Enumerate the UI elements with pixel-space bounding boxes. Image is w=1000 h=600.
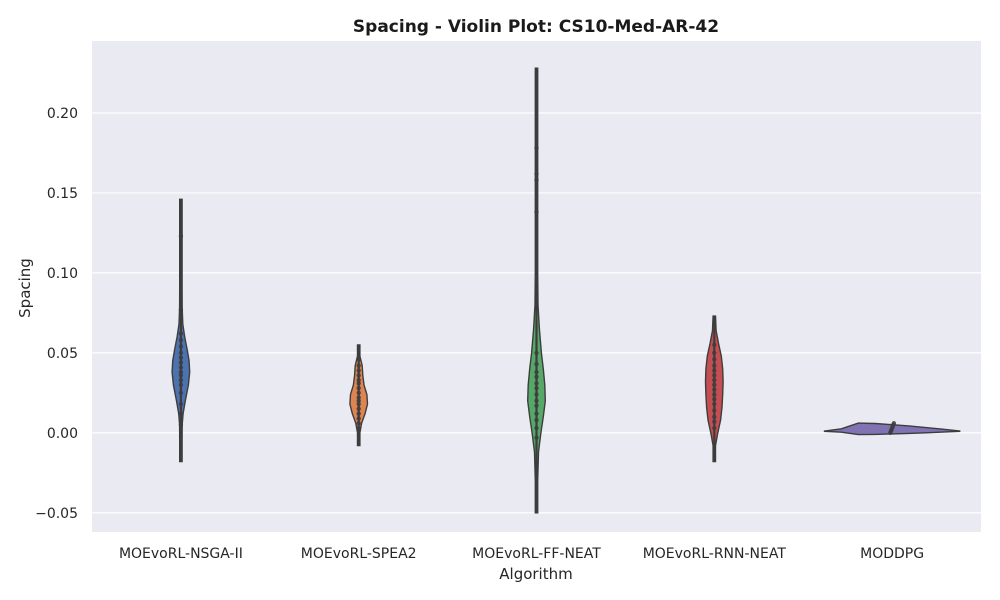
- data-point: [178, 401, 184, 407]
- data-point: [712, 377, 717, 383]
- data-point: [356, 421, 361, 426]
- data-point: [178, 355, 184, 360]
- y-tick-labels: −0.05 0.00 0.05 0.10 0.15 0.20: [35, 106, 78, 522]
- data-point: [178, 344, 184, 349]
- violin-moevorl-spea2: [349, 344, 369, 447]
- violin-moevorl-ff-neat: [526, 67, 547, 514]
- data-point: [534, 171, 539, 176]
- y-axis-label: Spacing: [16, 258, 34, 318]
- y-tick-label: −0.05: [35, 506, 78, 522]
- x-tick-label: MOEvoRL-SPEA2: [301, 546, 417, 562]
- data-point: [712, 342, 717, 348]
- data-point: [356, 411, 361, 416]
- data-point: [534, 398, 539, 404]
- data-point: [534, 350, 539, 356]
- data-point: [178, 382, 184, 388]
- x-tick-label: MOEvoRL-RNN-NEAT: [643, 546, 787, 562]
- data-point: [534, 385, 539, 391]
- data-point: [178, 233, 184, 239]
- data-point: [712, 392, 717, 397]
- violin-moevorl-rnn-neat: [704, 315, 724, 463]
- data-point: [178, 365, 184, 370]
- data-point: [712, 387, 717, 392]
- data-point: [356, 416, 361, 421]
- data-point: [712, 419, 717, 424]
- x-tick-label: MOEvoRL-FF-NEAT: [472, 546, 601, 562]
- data-point: [534, 381, 539, 386]
- data-point: [534, 177, 539, 183]
- violins: [171, 67, 961, 514]
- data-point: [356, 381, 361, 386]
- y-tick-label: 0.10: [47, 266, 78, 282]
- data-point: [891, 421, 897, 426]
- data-point: [712, 350, 717, 356]
- data-point: [178, 373, 184, 378]
- y-tick-label: 0.15: [47, 186, 78, 202]
- data-point: [712, 408, 717, 413]
- data-point: [356, 363, 361, 368]
- data-point: [712, 373, 717, 378]
- data-point: [712, 397, 717, 402]
- data-point: [534, 361, 539, 367]
- data-point: [534, 403, 539, 408]
- data-point: [356, 390, 361, 396]
- data-point: [534, 435, 539, 440]
- data-point: [712, 401, 717, 407]
- data-point: [712, 382, 717, 388]
- violin-moddpg: [823, 421, 961, 436]
- data-point: [178, 307, 184, 312]
- data-point: [712, 357, 717, 362]
- data-point: [534, 392, 539, 397]
- data-point: [534, 425, 539, 431]
- chart-title: Spacing - Violin Plot: CS10-Med-AR-42: [353, 17, 719, 37]
- data-point: [356, 368, 361, 373]
- data-point: [712, 414, 717, 420]
- data-point: [356, 385, 361, 391]
- data-point: [356, 373, 361, 378]
- x-tick-labels: MOEvoRL-NSGA-II MOEvoRL-SPEA2 MOEvoRL-FF-N…: [119, 546, 924, 562]
- data-point: [178, 422, 184, 428]
- y-tick-label: 0.05: [47, 346, 78, 362]
- data-point: [712, 425, 717, 431]
- x-axis-label: Algorithm: [499, 565, 572, 583]
- data-point: [356, 357, 361, 362]
- y-tick-label: 0.00: [47, 426, 78, 442]
- data-point: [356, 395, 361, 400]
- data-point: [178, 337, 184, 343]
- data-point: [178, 411, 184, 416]
- data-point: [356, 377, 361, 383]
- y-tick-label: 0.20: [47, 106, 78, 122]
- data-point: [178, 390, 184, 396]
- data-point: [178, 331, 184, 336]
- data-point: [178, 377, 184, 383]
- data-point: [534, 145, 539, 151]
- data-point: [712, 363, 717, 368]
- data-point: [534, 417, 539, 423]
- data-point: [356, 401, 361, 407]
- data-point: [534, 374, 539, 380]
- data-point: [356, 398, 361, 404]
- data-point: [356, 425, 361, 431]
- data-point: [534, 369, 539, 375]
- x-tick-label: MODDPG: [860, 546, 924, 562]
- data-point: [534, 411, 539, 416]
- data-point: [178, 360, 184, 365]
- data-point: [178, 417, 184, 423]
- data-point: [178, 369, 184, 375]
- data-point: [178, 350, 184, 356]
- data-point: [356, 406, 361, 412]
- violin-moevorl-nsga-ii: [171, 198, 191, 463]
- data-point: [534, 209, 539, 215]
- data-point: [712, 368, 717, 373]
- x-tick-label: MOEvoRL-NSGA-II: [119, 546, 243, 562]
